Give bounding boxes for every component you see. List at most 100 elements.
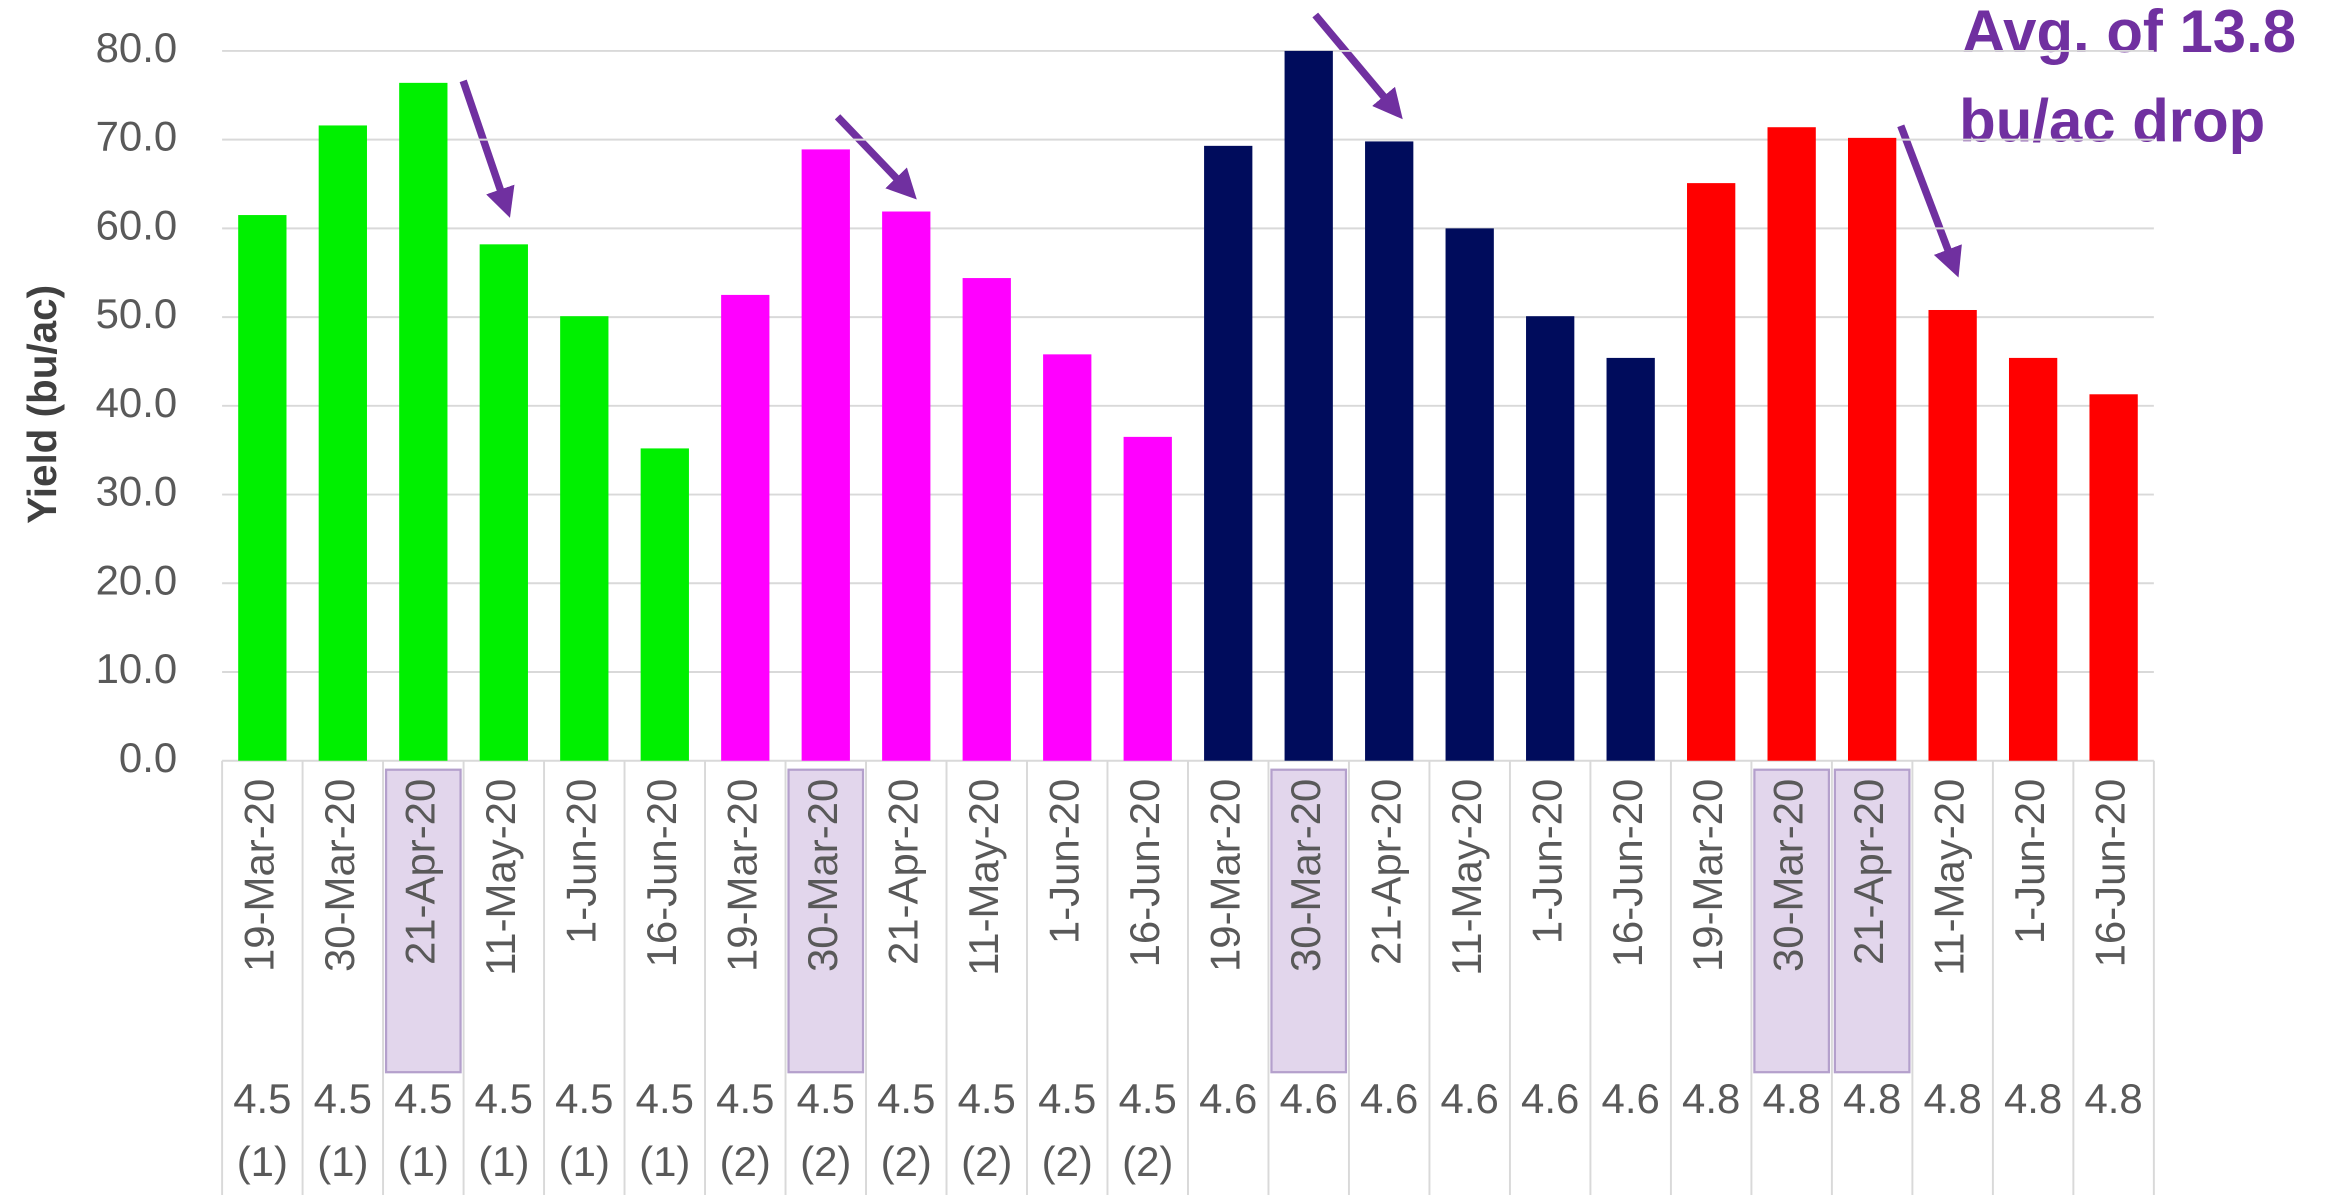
x-tick-label: 11-May-20 bbox=[960, 779, 1007, 976]
group-label: (2) bbox=[961, 1138, 1012, 1185]
x-tick-label: 1-Jun-20 bbox=[557, 779, 604, 944]
bar bbox=[962, 278, 1011, 761]
x-tick-label: 1-Jun-20 bbox=[1040, 779, 1087, 944]
bar bbox=[1284, 50, 1333, 761]
group-label: (2) bbox=[881, 1138, 932, 1185]
group-label: 4.8 bbox=[1843, 1075, 1901, 1122]
bar bbox=[1445, 228, 1494, 761]
group-label: 4.8 bbox=[2004, 1075, 2062, 1122]
bar bbox=[2089, 394, 2138, 761]
x-tick-label: 1-Jun-20 bbox=[2006, 779, 2053, 944]
group-label: 4.5 bbox=[394, 1075, 452, 1122]
y-tick-label: 50.0 bbox=[96, 290, 178, 337]
group-label: 4.8 bbox=[1682, 1075, 1740, 1122]
x-tick-label: 19-Mar-20 bbox=[1201, 779, 1248, 972]
arrows bbox=[459, 12, 1962, 278]
group-label: 4.6 bbox=[1199, 1075, 1257, 1122]
bar bbox=[1847, 137, 1897, 761]
bar bbox=[2008, 357, 2058, 761]
group-label: 4.5 bbox=[475, 1075, 533, 1122]
x-tick-label: 1-Jun-20 bbox=[1523, 779, 1570, 944]
y-tick-label: 0.0 bbox=[119, 734, 177, 781]
bar bbox=[1606, 357, 1655, 761]
bar bbox=[318, 125, 367, 761]
group-label: 4.6 bbox=[1521, 1075, 1579, 1122]
group-label: 4.5 bbox=[555, 1075, 613, 1122]
x-tick-label: 19-Mar-20 bbox=[235, 779, 282, 972]
x-tick-label: 16-Jun-20 bbox=[1121, 779, 1168, 968]
bar bbox=[721, 294, 770, 761]
category-highlight bbox=[384, 768, 462, 1074]
group-label: (1) bbox=[639, 1138, 690, 1185]
bar bbox=[1204, 145, 1253, 761]
category-highlight bbox=[1753, 768, 1831, 1074]
group-label: 4.5 bbox=[716, 1075, 774, 1122]
bar bbox=[238, 215, 287, 761]
annotation: Avg. of 13.8 bbox=[1962, 0, 2296, 65]
category-highlight bbox=[1270, 768, 1348, 1074]
group-label: (1) bbox=[478, 1138, 529, 1185]
group-label: (1) bbox=[398, 1138, 449, 1185]
bar bbox=[882, 211, 931, 761]
bar bbox=[1123, 436, 1172, 761]
group-label: 4.5 bbox=[877, 1075, 935, 1122]
x-tick-label: 16-Jun-20 bbox=[2087, 779, 2134, 968]
bar bbox=[1043, 354, 1092, 761]
group-label: (2) bbox=[800, 1138, 851, 1185]
category-highlight bbox=[1833, 768, 1911, 1074]
y-tick-label: 30.0 bbox=[96, 468, 178, 515]
x-tick-label: 30-Mar-20 bbox=[1765, 779, 1812, 972]
group-label: (2) bbox=[1042, 1138, 1093, 1185]
y-tick-label: 40.0 bbox=[96, 379, 178, 426]
group-label: (1) bbox=[559, 1138, 610, 1185]
x-tick-label: 19-Mar-20 bbox=[718, 779, 765, 972]
bar bbox=[560, 316, 609, 761]
bar bbox=[1526, 316, 1575, 761]
category-highlight bbox=[787, 768, 865, 1074]
y-tick-label: 10.0 bbox=[96, 645, 178, 692]
annotation: bu/ac drop bbox=[1959, 88, 2265, 155]
group-label: (1) bbox=[317, 1138, 368, 1185]
bar bbox=[1365, 141, 1414, 761]
x-tick-label: 30-Mar-20 bbox=[1282, 779, 1329, 972]
x-tick-label: 30-Mar-20 bbox=[316, 779, 363, 972]
y-tick-label: 20.0 bbox=[96, 556, 178, 603]
highlights bbox=[384, 768, 1911, 1074]
group-label: 4.6 bbox=[1280, 1075, 1338, 1122]
x-tick-label: 21-Apr-20 bbox=[1845, 779, 1892, 965]
bar bbox=[801, 149, 850, 761]
x-tick-label: 11-May-20 bbox=[1443, 779, 1490, 976]
x-tick-label: 16-Jun-20 bbox=[638, 779, 685, 968]
x-tick-label: 21-Apr-20 bbox=[1362, 779, 1409, 965]
group-label: 4.8 bbox=[1763, 1075, 1821, 1122]
group-label: 4.5 bbox=[1038, 1075, 1096, 1122]
bar bbox=[1928, 309, 1977, 761]
x-tick-label: 16-Jun-20 bbox=[1604, 779, 1651, 968]
group-label: 4.8 bbox=[1924, 1075, 1982, 1122]
group-label: 4.6 bbox=[1441, 1075, 1499, 1122]
bar bbox=[640, 448, 689, 761]
y-tick-label: 70.0 bbox=[96, 113, 178, 160]
bar bbox=[1687, 183, 1736, 761]
y-axis-label: Yield (bu/ac) bbox=[19, 285, 65, 524]
group-label: 4.5 bbox=[233, 1075, 291, 1122]
group-label: 4.5 bbox=[797, 1075, 855, 1122]
bar bbox=[399, 82, 448, 761]
group-label: 4.6 bbox=[1602, 1075, 1660, 1122]
x-tick-label: 11-May-20 bbox=[1926, 779, 1973, 976]
x-tick-label: 11-May-20 bbox=[477, 779, 524, 976]
group-label: 4.8 bbox=[2084, 1075, 2142, 1122]
group-label: 4.5 bbox=[636, 1075, 694, 1122]
group-label: 4.6 bbox=[1360, 1075, 1418, 1122]
bar bbox=[1767, 127, 1816, 761]
x-tick-label: 21-Apr-20 bbox=[396, 779, 443, 965]
x-tick-label: 19-Mar-20 bbox=[1684, 779, 1731, 972]
group-label: (2) bbox=[1122, 1138, 1173, 1185]
x-tick-label: 21-Apr-20 bbox=[879, 779, 926, 965]
group-label: (1) bbox=[237, 1138, 288, 1185]
bar bbox=[479, 244, 528, 761]
y-tick-label: 80.0 bbox=[96, 24, 178, 71]
group-label: 4.5 bbox=[1119, 1075, 1177, 1122]
x-tick-label: 30-Mar-20 bbox=[799, 779, 846, 972]
